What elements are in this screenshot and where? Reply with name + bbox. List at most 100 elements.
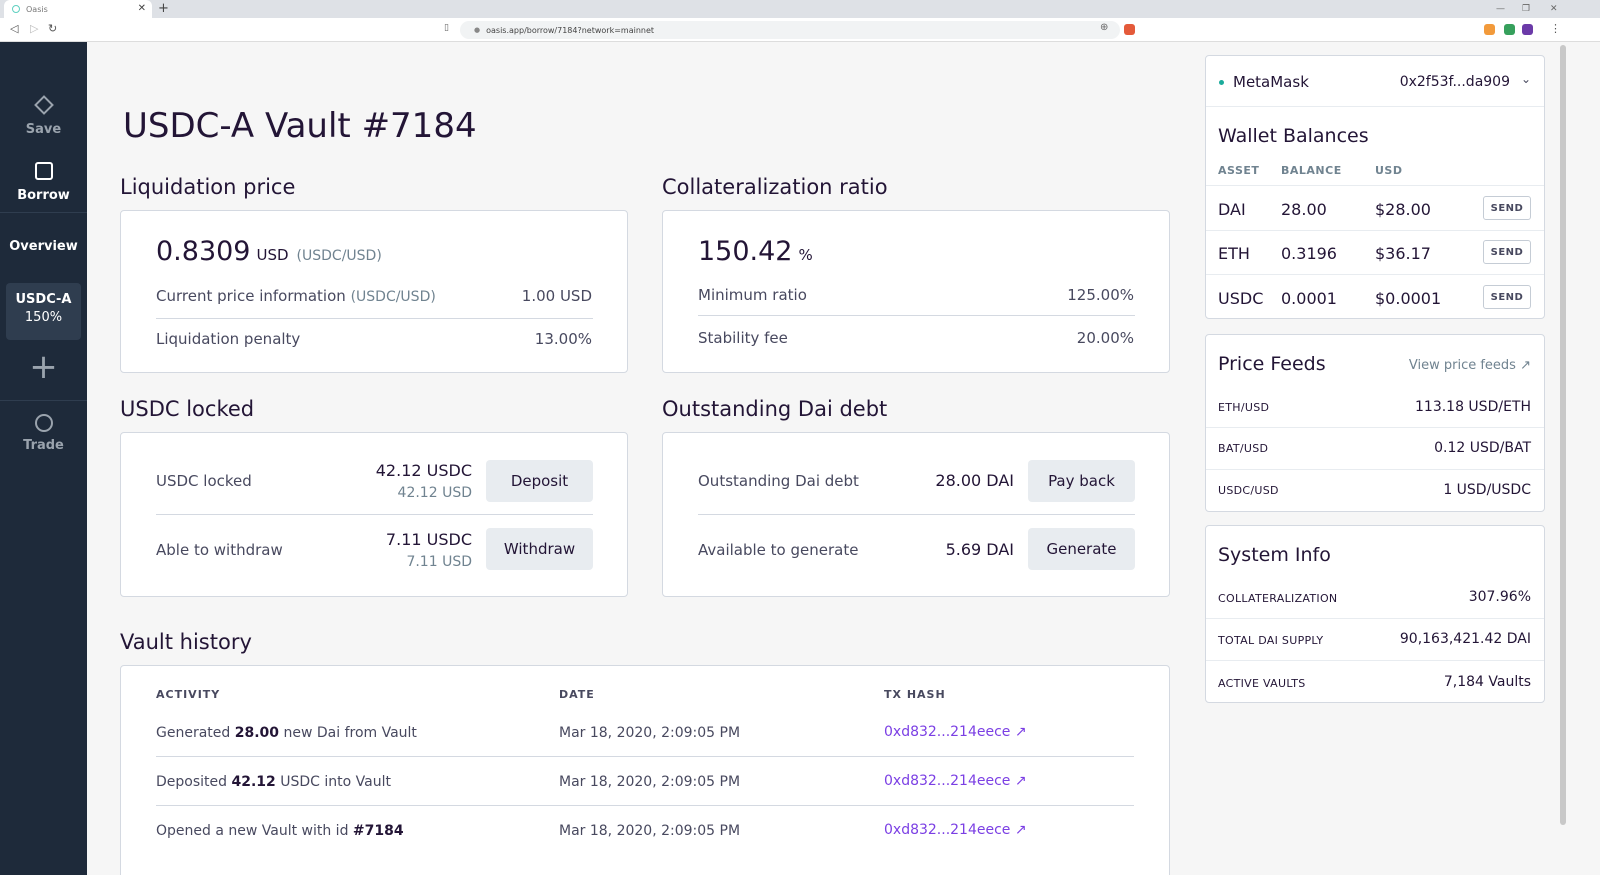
brave-shield-icon[interactable] [1124,24,1135,35]
extension-icon[interactable] [1522,24,1533,35]
metamask-extension-icon[interactable] [1484,24,1495,35]
liquidation-number: 0.8309 [156,236,251,267]
activity-text: Deposited [156,774,232,790]
able-to-withdraw-label: Able to withdraw [156,541,283,559]
tx-hash-link[interactable]: 0xd832...214eece ↗ [884,724,1027,740]
main-content: USDC-A Vault #7184 Liquidation price 0.8… [87,42,1200,875]
sidebar-item-label: Trade [23,438,64,453]
vault-history-title: Vault history [120,630,252,654]
activity-amount: #7184 [352,823,404,839]
divider [698,315,1135,316]
send-dai-button[interactable]: SEND [1483,196,1531,220]
sidebar-divider [0,212,87,213]
price-feeds-title: Price Feeds [1218,353,1326,375]
chevron-down-icon: ⌄ [1520,72,1531,86]
withdraw-amount: 7.11 USDC [385,530,472,549]
usd-cell: $28.00 [1375,200,1431,219]
system-info-value: 7,184 Vaults [1443,674,1531,690]
reload-icon[interactable]: ↻ [48,22,58,35]
window-close-icon[interactable]: ✕ [1550,4,1558,14]
new-tab-icon[interactable]: + [158,1,169,16]
back-icon[interactable]: ◁ [10,22,19,35]
divider [698,514,1135,515]
url-input[interactable]: ● oasis.app/borrow/7184?network=mainnet [460,21,1120,39]
activity-text: Generated [156,725,235,741]
feed-pair: BAT/USD [1218,442,1269,455]
stability-fee-value: 20.00% [1076,329,1134,347]
asset-cell: DAI [1218,200,1246,219]
oasis-favicon-icon [12,5,20,13]
activity-column-header: ACTIVITY [156,688,221,701]
feed-value: 113.18 USD/ETH [1415,399,1531,415]
deposit-button[interactable]: Deposit [486,460,593,502]
tab-close-icon[interactable]: ✕ [137,3,146,14]
view-price-feeds-link[interactable]: View price feeds ↗ [1409,358,1531,373]
activity-text: new Dai from Vault [279,725,417,741]
page-scrollbar[interactable] [1560,45,1566,825]
sidebar-item-vault[interactable]: USDC-A 150% [6,283,81,340]
wallet-balances-title: Wallet Balances [1218,125,1369,147]
system-info-title: System Info [1218,544,1331,566]
tx-hash-link[interactable]: 0xd832...214eece ↗ [884,773,1027,789]
divider [156,756,1134,757]
collateralization-title: Collateralization ratio [662,175,888,199]
wallet-account-selector[interactable]: MetaMask 0x2f53f...da909 ⌄ [1206,56,1544,106]
sidebar-item-overview[interactable]: Overview [6,239,81,254]
liquidation-unit: USD [256,246,289,264]
forward-icon[interactable]: ▷ [30,22,39,35]
wallet-address: 0x2f53f...da909 [1399,74,1510,90]
sidebar-item-label: Save [25,122,62,137]
send-usdc-button[interactable]: SEND [1483,285,1531,309]
minimize-icon[interactable]: — [1496,4,1505,14]
browser-tab[interactable]: Oasis ✕ [4,0,152,18]
external-link-icon: ↗ [1014,724,1027,740]
send-eth-button[interactable]: SEND [1483,240,1531,264]
activity-amount: 28.00 [234,725,280,741]
withdraw-button[interactable]: Withdraw [486,528,593,570]
date-cell: Mar 18, 2020, 2:09:05 PM [559,823,741,839]
system-info-card: System Info COLLATERALIZATION 307.96% TO… [1205,525,1545,703]
wallet-card: MetaMask 0x2f53f...da909 ⌄ Wallet Balanc… [1205,55,1545,319]
tab-title: Oasis [26,4,48,14]
tx-hash-link[interactable]: 0xd832...214eece ↗ [884,822,1027,838]
restore-icon[interactable]: ❐ [1522,4,1531,14]
square-icon [34,162,53,180]
system-info-value: 90,163,421.42 DAI [1399,631,1531,647]
activity-cell: Deposited 42.12 USDC into Vault [156,774,391,790]
generate-button[interactable]: Generate [1028,528,1135,570]
sidebar-item-label: Overview [9,239,78,254]
divider [1206,274,1544,275]
system-info-value: 307.96% [1468,589,1531,605]
diamond-icon [33,95,54,115]
add-vault-button[interactable]: + [6,350,81,384]
divider [156,805,1134,806]
liquidation-penalty-label: Liquidation penalty [156,330,301,348]
zoom-icon[interactable]: ⊕ [1100,22,1109,33]
sidebar-item-trade[interactable]: Trade [6,414,81,453]
usdc-locked-title: USDC locked [120,397,255,421]
balance-column-header: BALANCE [1281,164,1342,177]
feed-value: 0.12 USD/BAT [1434,440,1531,456]
date-cell: Mar 18, 2020, 2:09:05 PM [559,774,741,790]
current-price-pair: (USDC/USD) [350,289,436,305]
sidebar-item-save[interactable]: Save [6,95,81,137]
divider [1206,427,1544,428]
feed-value: 1 USD/USDC [1443,482,1531,498]
divider [1206,106,1544,107]
activity-text: Opened a new Vault with id [156,823,353,839]
activity-text: USDC into Vault [275,774,391,790]
external-link-icon: ↗ [1014,773,1027,789]
extension-icon[interactable] [1504,24,1515,35]
usdc-locked-card: USDC locked 42.12 USDC 42.12 USD Deposit… [120,432,628,597]
date-cell: Mar 18, 2020, 2:09:05 PM [559,725,741,741]
pay-back-button[interactable]: Pay back [1028,460,1135,502]
collateralization-number: 150.42 [698,236,793,267]
divider [1206,660,1544,661]
dai-debt-title: Outstanding Dai debt [662,397,888,421]
outstanding-debt-amount: 28.00 DAI [935,471,1014,490]
bookmark-icon[interactable]: ▯ [444,23,449,33]
sidebar-item-borrow[interactable]: Borrow [6,162,81,203]
tx-hash-text: 0xd832...214eece [884,773,1011,789]
external-link-icon: ↗ [1520,358,1531,373]
menu-icon[interactable]: ⋮ [1550,22,1561,35]
